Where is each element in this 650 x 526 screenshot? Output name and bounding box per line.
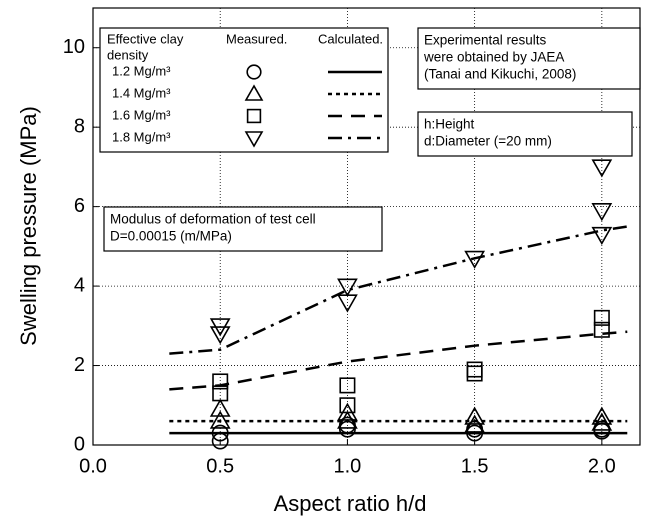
marker — [212, 373, 229, 390]
x-tick-label: 0.5 — [206, 455, 234, 477]
y-axis-label: Swelling pressure (MPa) — [16, 106, 41, 346]
marker — [209, 326, 231, 345]
annotation: d:Diameter (=20 mm) — [424, 134, 552, 149]
y-tick-label: 6 — [74, 195, 85, 217]
legend-marker — [244, 131, 264, 148]
marker — [209, 318, 231, 337]
x-tick-label: 0.0 — [79, 455, 107, 477]
y-tick-label: 2 — [74, 354, 85, 376]
annotation: Experimental results — [424, 33, 547, 48]
marker — [591, 159, 613, 178]
legend-header: density — [107, 47, 149, 62]
y-tick-label: 8 — [74, 115, 85, 137]
marker — [591, 412, 613, 431]
marker — [211, 432, 229, 450]
marker — [591, 203, 613, 222]
legend-header: Calculated. — [318, 31, 383, 46]
annotation: were obtained by JAEA — [423, 50, 564, 65]
marker — [337, 278, 358, 297]
annotation: D=0.00015 (m/MPa) — [110, 229, 232, 244]
marker — [464, 406, 486, 425]
plot-frame — [92, 7, 641, 446]
calculated-line — [169, 225, 628, 355]
annotation-box — [417, 111, 633, 157]
x-tick-label: 2.0 — [588, 455, 616, 477]
legend-label: 1.6 Mg/m³ — [112, 107, 171, 122]
legend-box — [99, 27, 389, 153]
calculated-line — [169, 330, 628, 391]
marker — [593, 309, 610, 326]
legend-header: Effective clay — [107, 31, 184, 46]
marker — [209, 398, 231, 417]
legend-label: 1.8 Mg/m³ — [112, 129, 171, 144]
marker — [591, 226, 613, 246]
legend-marker — [246, 64, 262, 80]
legend-marker — [244, 84, 264, 101]
y-tick-label: 10 — [63, 36, 85, 58]
marker — [209, 410, 231, 429]
marker — [212, 385, 229, 402]
y-tick-label: 0 — [74, 433, 85, 455]
legend-header: Measured. — [226, 31, 287, 46]
marker — [466, 361, 483, 378]
x-tick-label: 1.0 — [334, 455, 362, 477]
x-axis-label: Aspect ratio h/d — [274, 491, 427, 516]
marker — [593, 321, 610, 338]
legend-marker — [246, 108, 262, 124]
annotation-box — [417, 27, 641, 90]
annotation: Modulus of deformation of test cell — [110, 212, 316, 227]
marker — [464, 250, 486, 269]
annotation: h:Height — [424, 117, 475, 132]
marker — [339, 397, 356, 414]
y-tick-label: 4 — [74, 274, 85, 296]
marker — [466, 424, 484, 442]
legend-label: 1.2 Mg/m³ — [112, 63, 171, 78]
marker — [591, 406, 613, 425]
x-tick-label: 1.5 — [461, 455, 489, 477]
annotation-box — [103, 206, 383, 252]
marker — [211, 424, 229, 442]
marker — [339, 377, 356, 394]
annotation: (Tanai and Kikuchi, 2008) — [424, 67, 576, 82]
legend-label: 1.4 Mg/m³ — [112, 85, 171, 100]
